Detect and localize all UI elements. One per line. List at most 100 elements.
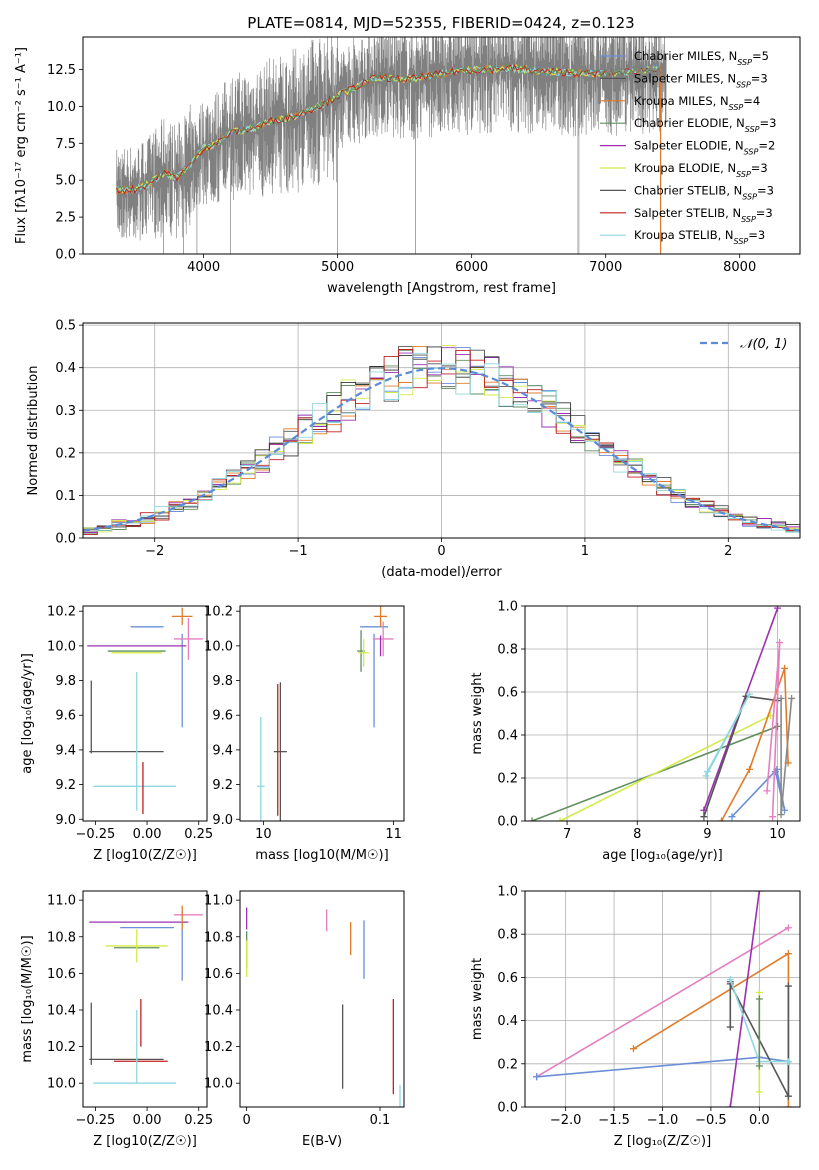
errorbar-plot-area [87, 607, 203, 815]
mass-vs-ebv-panel: 0 0.1 10.0 10.2 10.4 10.6 10.8 11.0 E(B-V) [204, 890, 405, 1149]
weight-line [720, 668, 789, 821]
y-tick-label: 2.5 [55, 211, 76, 226]
weight-point-marker [784, 950, 792, 958]
y-tick-label: 9.6 [212, 709, 233, 724]
axes-frame [524, 890, 801, 1108]
x-tick-label: −2 [145, 544, 164, 559]
y-tick-label: 0.0 [497, 815, 518, 830]
x-tick-label: −1.5 [598, 1113, 630, 1128]
y-tick-label: 11.0 [204, 894, 233, 909]
y-tick-label: 10.0 [47, 1077, 76, 1092]
legend-label: Chabrier STELIB, NSSP=3 [634, 183, 774, 201]
weight-point-marker [726, 1023, 734, 1031]
weight-point-marker [774, 606, 782, 612]
y-tick-label: 9.2 [55, 778, 76, 793]
y-axis-label: Normed distribution [26, 366, 41, 496]
x-tick-label: 0.0 [749, 1113, 770, 1128]
x-tick-label: 0.00 [133, 827, 162, 842]
y-tick-label: 0.0 [497, 1101, 518, 1116]
x-tick-label: 4000 [187, 260, 220, 275]
weight-point-marker [745, 765, 753, 773]
normal-distribution-curve [83, 367, 800, 532]
x-tick-label: 1 [581, 544, 589, 559]
y-tick-label: 10.4 [204, 1003, 233, 1018]
weight-point-marker [788, 694, 796, 702]
y-tick-label: 0.2 [497, 1057, 518, 1072]
weight-point-marker [763, 787, 771, 795]
x-axis-label: age [log₁₀(age/yr)] [602, 848, 723, 863]
spectrum-plot-area [116, 37, 667, 254]
x-tick-label: 0 [243, 1113, 251, 1128]
weight-point-marker [755, 891, 763, 895]
y-tick-label: 9.8 [55, 674, 76, 689]
weight-point-marker [777, 694, 785, 702]
x-tick-label: 11 [385, 827, 402, 842]
legend-label: Chabrier MILES, NSSP=5 [634, 49, 769, 67]
x-tick-label: 7 [563, 827, 571, 842]
x-tick-label: 8000 [723, 260, 756, 275]
x-tick-label: −2.0 [550, 1113, 582, 1128]
x-axis-label: Z [log10(Z/Z☉)] [93, 1134, 197, 1149]
grid-lines [525, 605, 800, 822]
y-axis-label: mass weight [470, 958, 485, 1040]
weight-point-marker [726, 1103, 734, 1107]
weight-point-marker [776, 639, 784, 647]
weight-line [536, 927, 789, 1078]
weight-point-marker [784, 1092, 792, 1100]
legend-label: Kroupa ELODIE, NSSP=3 [634, 161, 768, 179]
weight-point-marker [774, 722, 782, 730]
y-tick-label: 10.0 [204, 639, 233, 654]
legend-label: Salpeter ELODIE, NSSP=2 [634, 139, 775, 157]
mass-vs-metallicity-panel: −0.25 0.00 0.25 10.0 10.2 10.4 10.6 10.8 11.0 Z [… [20, 890, 213, 1149]
weight-point-marker [784, 982, 792, 990]
legend-label: Salpeter MILES, NSSP=3 [634, 71, 768, 89]
y-tick-label: 1.0 [497, 885, 518, 900]
y-tick-label: 0.5 [55, 319, 76, 334]
weight-point-marker [784, 1058, 792, 1066]
y-tick-label: 0.8 [497, 643, 518, 658]
y-axis-label: mass weight [470, 672, 485, 754]
legend-label: Salpeter STELIB, NSSP=3 [634, 206, 773, 224]
weight-point-marker [781, 664, 789, 672]
figure-title: PLATE=0814, MJD=52355, FIBERID=0424, z=0… [247, 14, 634, 32]
x-tick-label: −1 [289, 544, 308, 559]
x-tick-label: 2 [724, 544, 732, 559]
model-spectrum-line [116, 63, 660, 194]
axes-frame [82, 322, 801, 539]
axes-frame [82, 605, 208, 822]
x-tick-label: 0 [437, 544, 445, 559]
y-tick-label: 0.1 [55, 489, 76, 504]
age-vs-metallicity-panel: −0.25 0.00 0.25 9.0 9.2 9.4 9.6 9.8 10.0 10.2 Z [l… [20, 605, 213, 863]
weight-point-marker [528, 817, 536, 821]
axes-frame [239, 605, 405, 822]
y-tick-label: 7.5 [55, 137, 76, 152]
axes-frame [82, 36, 801, 255]
y-tick-label: 9.4 [55, 743, 76, 758]
weight-point-marker [755, 989, 763, 997]
weight-point-marker [784, 924, 792, 932]
y-axis-label: mass [log₁₀(M/M☉)] [20, 935, 35, 1062]
axes-frame [239, 890, 405, 1108]
age-vs-mass-panel: 10 11 9.0 9.2 9.4 9.6 9.8 10.0 10.2 mass [log10(M… [204, 605, 405, 863]
spectrum-panel: 4000 5000 6000 7000 8000 0.0 2.5 5.0 7.5 10.0 12.5… [14, 36, 801, 296]
model-spectrum-line [116, 64, 660, 194]
y-tick-label: 0.6 [497, 971, 518, 986]
x-tick-label: −0.25 [75, 827, 115, 842]
x-tick-label: 10 [769, 827, 786, 842]
spectrum-tail-line [605, 60, 667, 79]
y-tick-label: 12.5 [47, 63, 76, 78]
spectrum-legend: Chabrier MILES, NSSP=5 Salpeter MILES, NS… [600, 49, 776, 246]
histogram-plot-area [83, 345, 800, 536]
y-tick-label: 11.0 [47, 894, 76, 909]
errorbar-plot-area [256, 606, 394, 821]
y-tick-label: 0.0 [55, 248, 76, 263]
x-axis-label: wavelength [Angstrom, rest frame] [327, 281, 556, 296]
x-axis-label: Z [log10(Z/Z☉)] [93, 848, 197, 863]
weight-point-marker [728, 813, 736, 821]
y-tick-label: 10.0 [47, 639, 76, 654]
weight-point-marker [717, 817, 725, 821]
weight-vs-metallicity-panel: −2.0 −1.5 −1.0 −0.5 0.0 0.0 0.2 0.4 0.6 0.8 1.0 Z [… [470, 885, 801, 1149]
y-tick-label: 10.2 [47, 1040, 76, 1055]
y-tick-label: 9.0 [55, 813, 76, 828]
x-tick-label: 5000 [321, 260, 354, 275]
